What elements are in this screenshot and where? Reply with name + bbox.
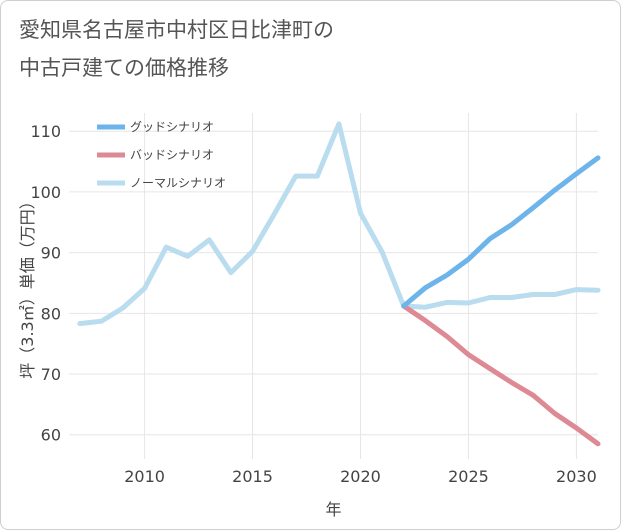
x-axis-label: 年 <box>325 500 341 519</box>
series-line-2 <box>401 303 601 447</box>
y-tick-label: 70 <box>41 365 61 384</box>
y-axis-label: 坪（3.3㎡）単価（万円） <box>18 193 37 378</box>
y-tick-label: 100 <box>30 183 61 202</box>
x-tick-label: 2025 <box>448 467 489 486</box>
x-tick-label: 2020 <box>340 467 381 486</box>
y-tick-label: 80 <box>41 304 61 323</box>
x-tick-label: 2030 <box>556 467 597 486</box>
y-tick-label: 110 <box>30 122 61 141</box>
legend-label: ノーマルシナリオ <box>130 176 226 190</box>
x-tick-label: 2010 <box>124 467 165 486</box>
y-tick-label: 60 <box>41 426 61 445</box>
x-tick-label: 2015 <box>232 467 273 486</box>
legend-label: グッドシナリオ <box>130 120 214 134</box>
y-tick-labels: 60 70 80 90 100 110 <box>30 122 61 445</box>
series-line-1 <box>401 155 601 309</box>
series-lines <box>77 121 601 447</box>
y-tick-label: 90 <box>41 244 61 263</box>
chart-title: 愛知県名古屋市中村区日比津町の 中古戸建ての価格推移 <box>19 18 334 80</box>
legend-label: バッドシナリオ <box>130 148 214 162</box>
series-line-3 <box>77 121 601 327</box>
x-tick-labels: 2010 2015 2020 2025 2030 <box>124 467 597 486</box>
